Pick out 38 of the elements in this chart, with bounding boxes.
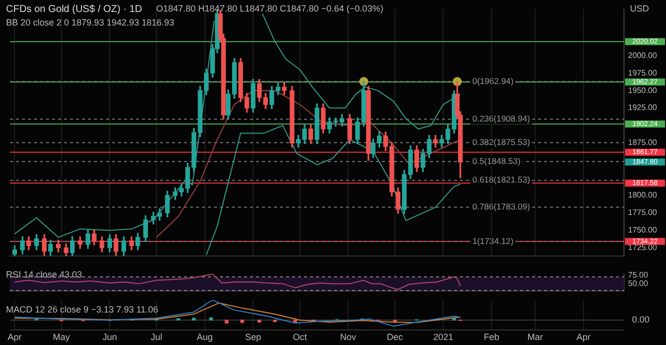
x-tick-label: Apr bbox=[8, 332, 22, 342]
y-tick-label: 1925.00 bbox=[628, 103, 658, 112]
annotation: O1847.80 H1847.80 L1847.80 C1847.80 −0.64 (−0.03%) bbox=[156, 3, 384, 14]
y-tick-label: 1775.00 bbox=[628, 208, 658, 218]
ref-line-label: 0(1962.94) bbox=[472, 76, 514, 86]
x-tick-label: Jun bbox=[102, 332, 117, 342]
ref-line-label: 0.236(1908.94) bbox=[472, 114, 530, 124]
x-tick-label: Dec bbox=[386, 332, 404, 342]
x-tick-label: Aug bbox=[196, 332, 213, 342]
x-tick-label: Apr bbox=[576, 332, 590, 342]
x-tick-label: Jul bbox=[150, 332, 162, 342]
y-tick-label: 1725.00 bbox=[628, 243, 658, 252]
x-tick-label: Mar bbox=[527, 332, 543, 342]
ref-line-label: 1(1734.12) bbox=[472, 236, 514, 246]
y-tick-label: 1950.00 bbox=[628, 86, 658, 95]
y-tick-label: 1875.00 bbox=[628, 138, 658, 148]
y-tick-label: 1800.00 bbox=[628, 190, 658, 200]
chart-title: CFDs on Gold (US$ / OZ) · 1D bbox=[6, 4, 142, 15]
y-tick-label: 2000.00 bbox=[628, 50, 658, 60]
annotation: BB 20 close 2 0 1879.93 1942.93 1816.93 bbox=[6, 17, 174, 28]
x-tick-label: Sep bbox=[245, 332, 262, 342]
ref-line-label: 0.382(1875.53) bbox=[472, 136, 530, 147]
text: USD bbox=[630, 3, 650, 14]
ref-line-label: 0.618(1821.53) bbox=[472, 174, 530, 185]
x-tick-label: 2021 bbox=[433, 332, 454, 342]
x-tick-label: Oct bbox=[292, 332, 308, 342]
y-tick-label: 50.00 bbox=[628, 278, 649, 288]
annotation: MACD 12 26 close 9 −3.13 7.93 11.06 bbox=[6, 304, 158, 314]
ref-line-label: 0.786(1783.09) bbox=[472, 202, 530, 212]
y-tick-label: 1750.00 bbox=[628, 226, 658, 235]
text: 0.00 bbox=[632, 314, 650, 325]
y-tick-label: 75.00 bbox=[628, 270, 649, 280]
ref-line-label: 0.5(1848.53) bbox=[472, 156, 521, 166]
x-tick-label: Nov bbox=[340, 332, 357, 342]
y-tick-label: 1975.00 bbox=[628, 68, 658, 78]
x-tick-label: May bbox=[52, 332, 70, 342]
annotation: RSI 14 close 43.03 bbox=[6, 269, 82, 280]
x-tick-label: Feb bbox=[484, 332, 500, 342]
